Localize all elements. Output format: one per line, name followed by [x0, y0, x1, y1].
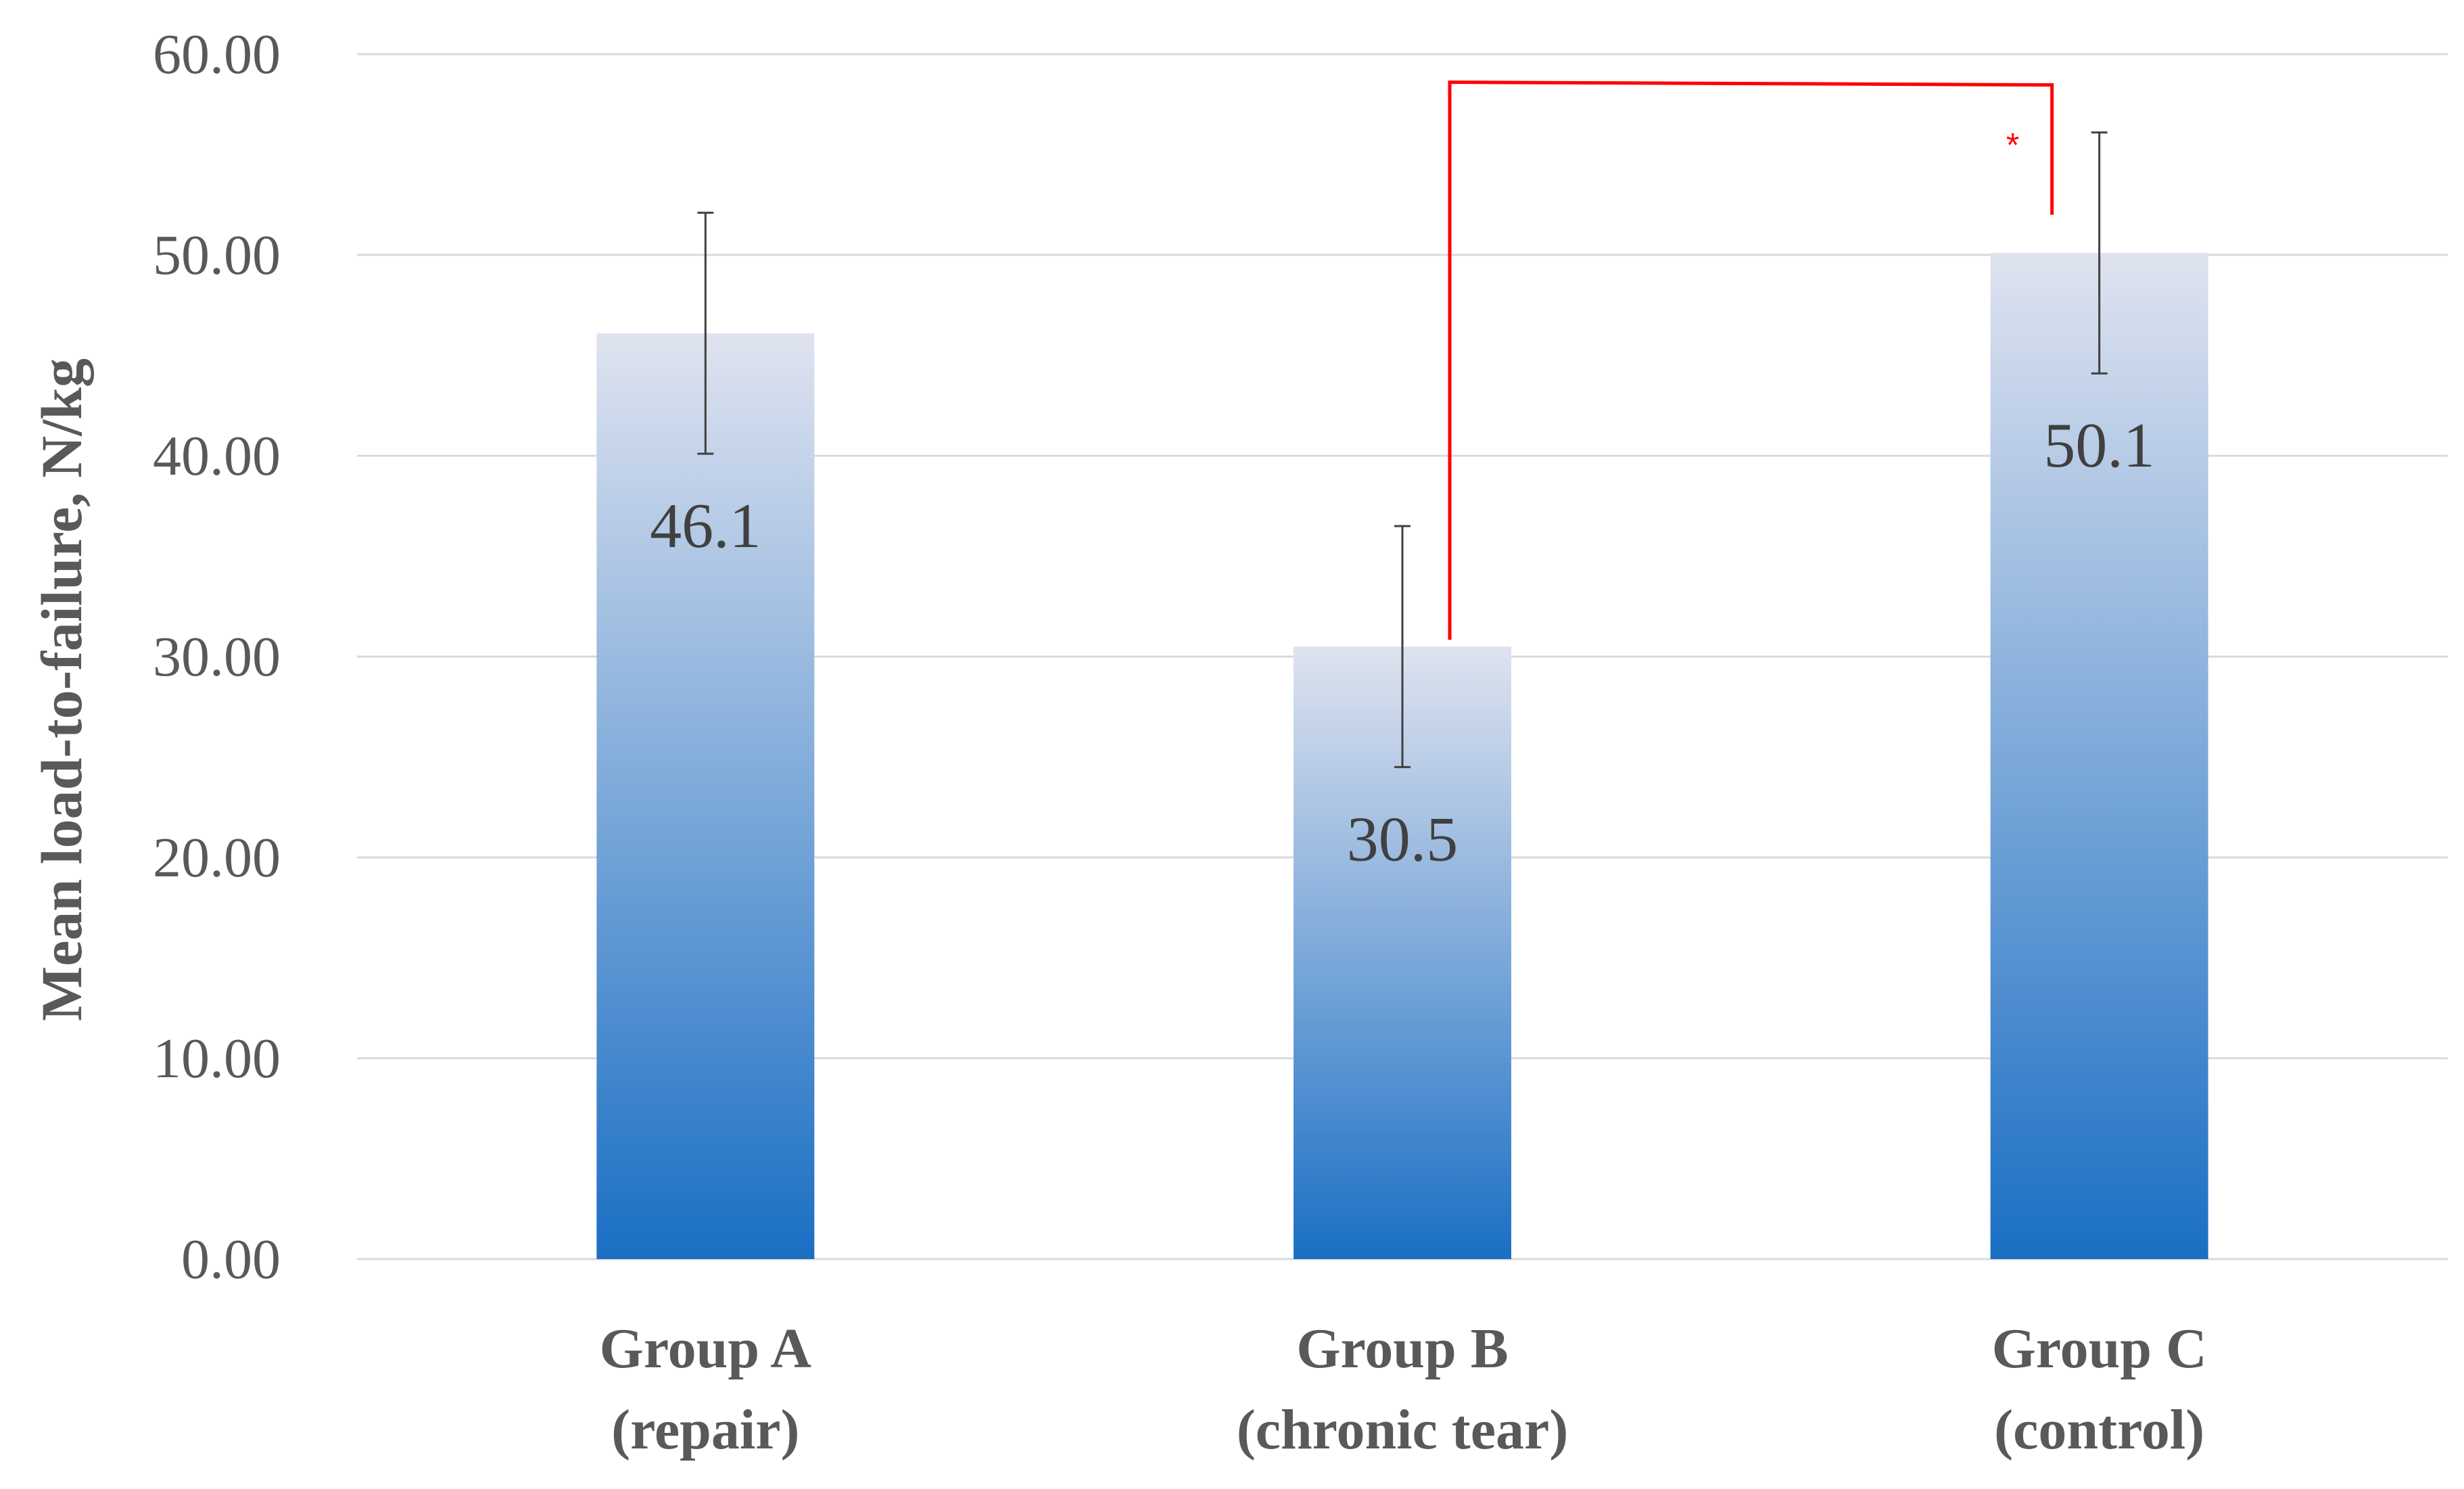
data-label: 46.1 [650, 491, 761, 561]
y-tick-label: 40.00 [153, 425, 281, 488]
error-bar [1394, 525, 1411, 768]
data-labels: 46.1 30.5 50.1 [650, 410, 2155, 874]
y-tick-label: 0.00 [181, 1228, 281, 1291]
y-tick-label: 30.00 [153, 625, 281, 688]
y-axis-ticks: 0.00 10.00 20.00 30.00 40.00 50.00 60.00 [153, 23, 281, 1291]
error-bars [697, 131, 2108, 768]
x-category-label: Group B [1296, 1317, 1509, 1380]
x-category-label: (repair) [611, 1398, 799, 1461]
x-category-label: (control) [1994, 1398, 2204, 1461]
y-axis-label: Mean load-to-failure, N/kg [29, 358, 94, 1021]
y-tick-label: 60.00 [153, 23, 281, 86]
significance-bracket: * [1448, 80, 2054, 640]
bar [1990, 253, 2208, 1259]
bar [596, 333, 815, 1260]
error-bar [2091, 131, 2108, 375]
y-tick-label: 50.00 [153, 224, 281, 287]
x-category-label: (chronic tear) [1237, 1398, 1569, 1461]
significance-line [1448, 80, 2054, 640]
error-bar [697, 212, 714, 455]
significance-label: * [2006, 126, 2019, 164]
y-tick-label: 20.00 [153, 826, 281, 889]
x-category-label: Group A [600, 1317, 812, 1380]
data-label: 50.1 [2043, 410, 2155, 481]
x-category-label: Group C [1992, 1317, 2207, 1380]
data-label: 30.5 [1347, 804, 1459, 874]
x-axis-categories: Group A (repair) Group B (chronic tear) Grou… [600, 1317, 2207, 1461]
y-tick-label: 10.00 [153, 1027, 281, 1090]
